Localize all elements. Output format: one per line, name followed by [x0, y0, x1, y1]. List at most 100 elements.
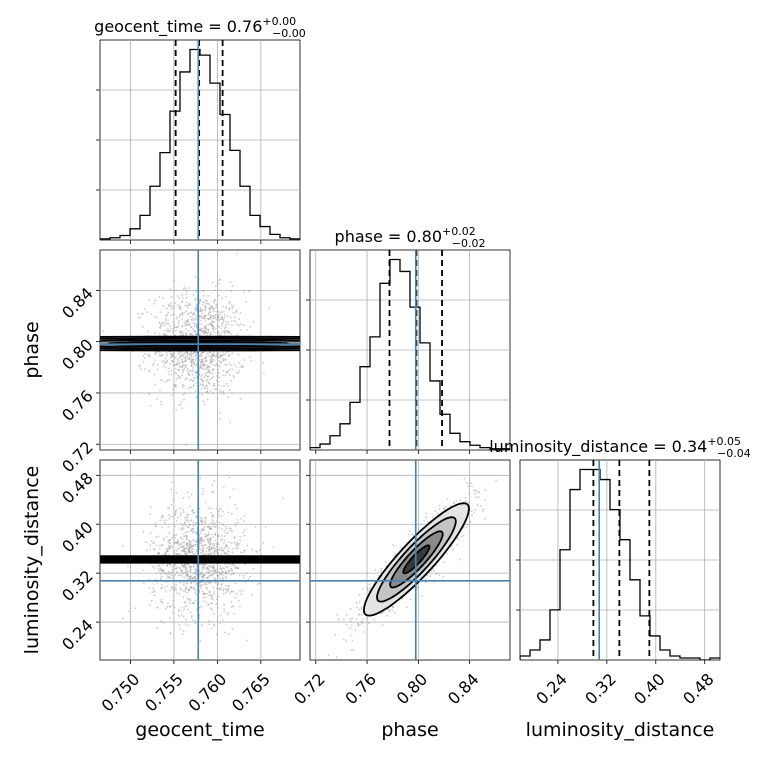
sample-point	[182, 364, 185, 367]
sample-point	[195, 515, 198, 518]
sample-point	[212, 329, 215, 332]
title-main: phase = 0.80	[335, 227, 442, 246]
sample-point	[233, 363, 236, 366]
sample-point	[186, 516, 189, 519]
sample-point	[214, 570, 217, 573]
sample-point	[469, 520, 471, 523]
sample-point	[229, 316, 232, 319]
sample-point	[219, 521, 221, 524]
sample-point	[209, 390, 212, 392]
sample-point	[168, 378, 171, 381]
sample-point	[172, 388, 175, 391]
sample-point	[183, 398, 185, 401]
sample-point	[216, 583, 219, 586]
sample-point	[217, 543, 220, 546]
sample-point	[165, 314, 168, 317]
x-axis-label-geocent_time: geocent_time	[135, 719, 264, 741]
sample-point	[184, 601, 187, 604]
sample-point	[215, 363, 218, 366]
sample-point	[209, 382, 211, 385]
sample-point	[152, 548, 155, 551]
sample-point	[200, 517, 203, 520]
sample-point	[262, 372, 265, 375]
sample-point	[179, 403, 182, 406]
sample-point	[471, 514, 473, 516]
sample-point	[145, 541, 147, 544]
sample-point	[456, 543, 459, 546]
sample-point	[155, 544, 158, 547]
sample-point	[200, 323, 203, 326]
sample-point	[202, 490, 205, 493]
sample-point	[172, 313, 175, 316]
sample-point	[186, 544, 189, 547]
sample-point	[228, 330, 231, 333]
sample-point	[199, 516, 202, 519]
sample-point	[232, 304, 235, 307]
sample-point	[159, 389, 161, 392]
sample-point	[231, 306, 234, 309]
sample-point	[212, 623, 215, 626]
sample-point	[201, 538, 204, 541]
sample-point	[184, 393, 186, 395]
sample-point	[167, 303, 170, 306]
sample-point	[159, 378, 162, 381]
sample-point	[211, 369, 214, 372]
sample-point	[224, 584, 227, 587]
sample-point	[215, 355, 218, 357]
sample-point	[349, 607, 352, 610]
sample-point	[203, 526, 206, 529]
sample-point	[206, 387, 209, 390]
sample-point	[214, 364, 216, 367]
sample-point	[216, 551, 219, 554]
sample-point	[147, 330, 149, 333]
sample-point	[186, 591, 189, 594]
sample-point	[216, 376, 219, 379]
sample-point	[201, 328, 204, 330]
sample-point	[195, 540, 198, 543]
sample-point	[213, 542, 215, 545]
sample-point	[419, 522, 422, 525]
sample-point	[228, 362, 231, 365]
sample-point	[203, 574, 206, 576]
sample-point	[228, 368, 231, 371]
sample-point	[228, 388, 231, 391]
sample-point	[218, 360, 221, 363]
sample-point	[181, 311, 184, 314]
sample-point	[446, 498, 449, 501]
sample-point	[185, 293, 188, 296]
sample-point	[477, 496, 480, 498]
sample-point	[214, 327, 217, 330]
sample-point	[226, 589, 229, 592]
sample-point	[438, 574, 441, 577]
sample-point	[191, 544, 194, 547]
sample-point	[183, 576, 186, 579]
sample-point	[183, 608, 185, 611]
sample-point	[165, 318, 167, 321]
sample-point	[230, 542, 233, 544]
sample-point	[232, 573, 234, 575]
sample-point	[186, 582, 189, 585]
sample-point	[190, 519, 193, 522]
sample-point	[216, 373, 219, 376]
y-tick-label: 0.32	[58, 567, 97, 606]
sample-point	[154, 351, 157, 354]
sample-point	[394, 552, 397, 555]
sample-point	[190, 361, 192, 364]
sample-point	[194, 309, 197, 311]
sample-point	[185, 377, 188, 380]
sample-point	[183, 550, 186, 553]
sample-point	[219, 411, 221, 414]
sample-point	[184, 524, 187, 527]
sample-point	[206, 566, 208, 569]
sample-point	[158, 296, 161, 298]
sample-point	[205, 330, 207, 333]
sample-point	[185, 550, 188, 553]
sample-point	[212, 570, 215, 573]
sample-point	[210, 546, 213, 549]
sample-point	[207, 382, 210, 385]
sample-point	[167, 506, 169, 509]
sample-point	[145, 549, 148, 552]
sample-point	[162, 365, 165, 367]
sample-point	[181, 369, 184, 371]
sample-point	[167, 550, 169, 553]
